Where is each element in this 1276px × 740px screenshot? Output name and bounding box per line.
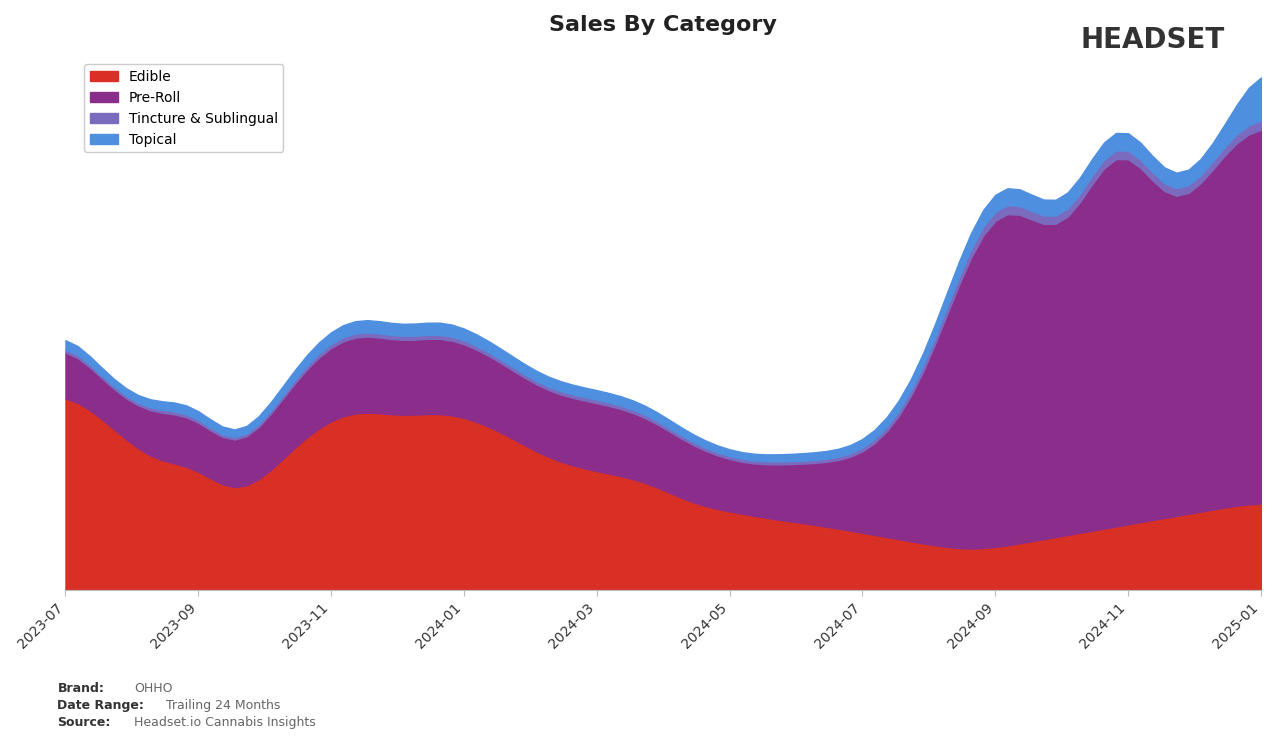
Text: Date Range:: Date Range: (57, 699, 144, 712)
Text: HEADSET: HEADSET (1081, 26, 1225, 54)
Title: Sales By Category: Sales By Category (549, 15, 777, 35)
Text: Trailing 24 Months: Trailing 24 Months (166, 699, 281, 712)
Text: Source:: Source: (57, 716, 111, 729)
Text: Brand:: Brand: (57, 682, 105, 695)
Text: OHHO: OHHO (134, 682, 172, 695)
Legend: Edible, Pre-Roll, Tincture & Sublingual, Topical: Edible, Pre-Roll, Tincture & Sublingual,… (84, 64, 283, 152)
Text: Headset.io Cannabis Insights: Headset.io Cannabis Insights (134, 716, 315, 729)
